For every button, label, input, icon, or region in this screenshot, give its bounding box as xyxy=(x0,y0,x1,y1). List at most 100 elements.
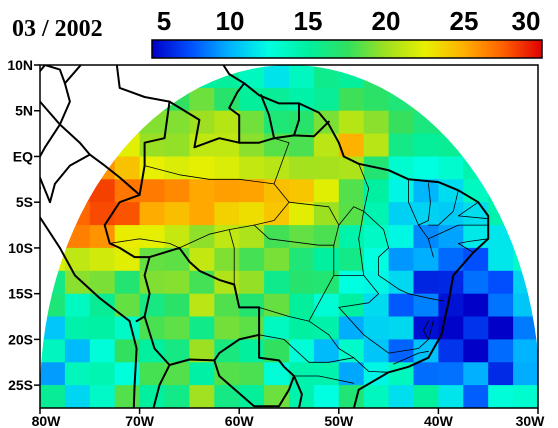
state-border xyxy=(293,375,355,384)
grid-cell xyxy=(189,110,215,135)
grid-cell xyxy=(139,156,166,180)
grid-cell xyxy=(239,156,265,180)
x-tick-label: 80W xyxy=(32,413,62,428)
grid-cell xyxy=(65,408,91,428)
grid-cell xyxy=(463,362,489,386)
grid-cell xyxy=(363,385,390,408)
grid-cell xyxy=(64,293,91,318)
grid-cell xyxy=(413,293,439,318)
grid-cell xyxy=(463,225,489,249)
state-border xyxy=(358,210,365,276)
grid-cell xyxy=(189,247,215,272)
grid-cell xyxy=(363,133,390,158)
y-tick-label: 5N xyxy=(15,103,33,119)
grid-cell xyxy=(264,408,290,428)
grid-cell xyxy=(214,179,240,203)
grid-cell xyxy=(538,65,558,89)
colorbar-tick-label: 20 xyxy=(372,6,401,36)
grid-cell xyxy=(264,385,290,408)
country-and-state-borders xyxy=(40,65,490,408)
grid-cell xyxy=(488,339,514,363)
grid-cell xyxy=(513,339,538,363)
x-tick-label: 40W xyxy=(424,413,454,428)
colorbar: 5 10 15 20 25 30 xyxy=(151,6,543,59)
border-peru xyxy=(103,193,151,323)
grid-cell xyxy=(189,408,215,428)
grid-cell xyxy=(214,385,240,408)
grid-cell xyxy=(388,385,415,408)
grid-cell xyxy=(189,202,215,226)
grid-cell xyxy=(264,339,290,363)
grid-cell xyxy=(139,179,166,203)
grid-cell xyxy=(338,110,365,135)
grid-cell xyxy=(538,179,558,203)
grid-cell xyxy=(488,362,514,386)
state-border xyxy=(427,189,459,226)
grid-cell xyxy=(289,156,315,180)
grid-cell xyxy=(164,202,190,226)
grid-cell xyxy=(114,339,141,363)
state-border xyxy=(393,350,429,365)
grid-cell xyxy=(363,270,390,295)
x-tick-label: 30W xyxy=(516,413,546,428)
grid-cell xyxy=(338,247,365,272)
colorbar-tick-labels: 5 10 15 20 25 30 xyxy=(157,6,541,36)
state-border xyxy=(288,201,340,336)
grid-cell xyxy=(363,87,390,112)
grid-cell xyxy=(463,316,489,340)
grid-cell xyxy=(538,271,558,295)
colorbar-gradient xyxy=(151,39,543,59)
grid-cell xyxy=(488,408,514,428)
grid-cell xyxy=(363,225,390,249)
grid-cell xyxy=(89,385,116,408)
grid-cell xyxy=(413,339,439,363)
grid-cell xyxy=(538,134,558,158)
grid-cell xyxy=(313,156,340,180)
grid-cell xyxy=(189,225,215,249)
grid-cell xyxy=(388,225,415,249)
grid-cell xyxy=(64,247,91,272)
grid-cell xyxy=(189,293,215,318)
grid-cell xyxy=(313,225,340,249)
grid-cell xyxy=(488,270,514,295)
border-french-guiana xyxy=(293,120,330,138)
grid-cell xyxy=(488,293,514,318)
grid-cell xyxy=(289,179,315,203)
grid-cell xyxy=(64,385,91,408)
grid-cell xyxy=(313,270,340,295)
grid-cell xyxy=(90,408,116,428)
grid-cell xyxy=(264,270,290,295)
grid-cell xyxy=(164,316,190,340)
grid-cell xyxy=(189,156,215,180)
grid-cell xyxy=(189,339,215,363)
grid-cell xyxy=(164,133,190,158)
grid-cell xyxy=(239,110,265,135)
grid-cell xyxy=(538,248,558,272)
border-suriname xyxy=(273,102,300,140)
grid-cell xyxy=(513,316,538,340)
grid-cell xyxy=(538,202,558,226)
border-argentina-chile xyxy=(152,364,171,408)
grid-cell xyxy=(338,202,365,226)
grid-cell xyxy=(413,247,439,272)
grid-cell xyxy=(413,225,439,249)
grid-cell xyxy=(164,339,190,363)
grid-cell xyxy=(438,362,464,386)
grid-cell xyxy=(538,88,558,112)
grid-cell xyxy=(239,385,265,408)
y-tick-label: 10N xyxy=(7,57,33,73)
map-frame xyxy=(39,64,539,409)
grid-cell xyxy=(114,293,141,318)
grid-cell xyxy=(139,202,166,226)
grid-cell xyxy=(538,362,558,386)
grid-cell xyxy=(239,65,265,89)
state-border xyxy=(457,238,489,253)
grid-cell xyxy=(264,362,290,386)
grid-cell xyxy=(289,247,315,272)
grid-cell xyxy=(463,408,489,428)
grid-cell xyxy=(538,225,558,249)
grid-cell xyxy=(264,65,290,89)
grid-cell xyxy=(363,202,390,226)
grid-cell xyxy=(114,385,141,408)
grid-cell xyxy=(164,110,190,135)
